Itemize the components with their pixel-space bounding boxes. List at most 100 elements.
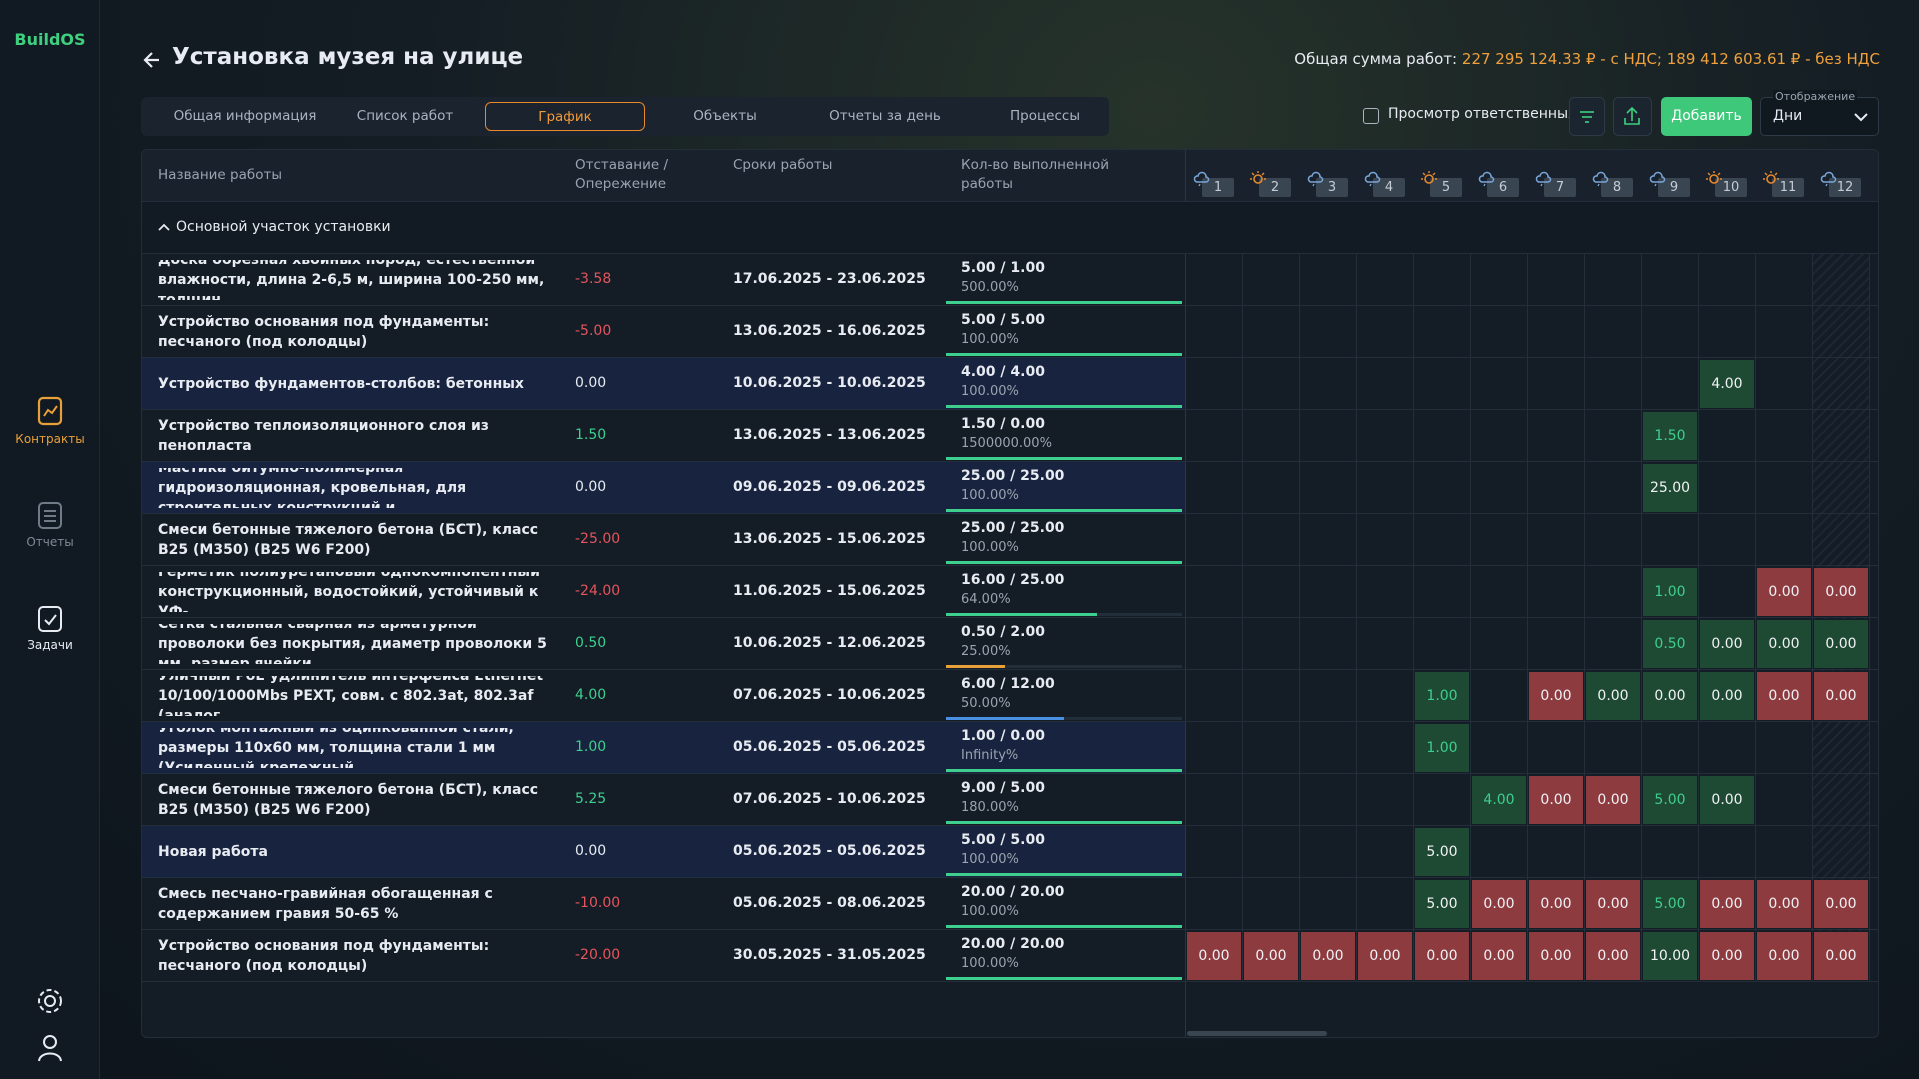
gantt-cell[interactable]: 0.00 — [1699, 619, 1755, 669]
gantt-cell[interactable]: 0.00 — [1528, 879, 1584, 929]
day-label: 2 — [1259, 178, 1291, 197]
gantt-cell[interactable]: 0.00 — [1756, 619, 1812, 669]
checkbox-label[interactable]: Просмотр ответственных — [1388, 106, 1577, 122]
work-name[interactable]: Устройство фундаментов-столбов: бетонных — [158, 376, 524, 392]
gantt-cell[interactable]: 0.00 — [1585, 671, 1641, 721]
deviation: 1.50 — [575, 427, 607, 443]
progress-bar — [946, 873, 1182, 876]
work-name[interactable]: Сетка стальная сварная из арматурной про… — [158, 624, 547, 664]
gantt-cell[interactable]: 10.00 — [1642, 931, 1698, 981]
weather-icon — [1421, 171, 1437, 184]
profile-icon[interactable] — [35, 1033, 65, 1063]
gantt-cell[interactable]: 5.00 — [1414, 879, 1470, 929]
gantt-cell[interactable]: 0.00 — [1699, 931, 1755, 981]
progress-bar — [946, 457, 1182, 460]
gantt-cell[interactable]: 0.00 — [1699, 775, 1755, 825]
nav-item[interactable]: Задачи — [27, 638, 73, 652]
work-name[interactable]: Смесь песчано-гравийная обогащенная с со… — [158, 886, 493, 922]
gantt-cell[interactable]: 1.00 — [1414, 671, 1470, 721]
gantt-cell[interactable]: 0.00 — [1756, 931, 1812, 981]
gantt-cell[interactable]: 0.00 — [1813, 567, 1869, 617]
gantt-cell[interactable]: 0.00 — [1585, 931, 1641, 981]
gantt-cell[interactable]: 0.00 — [1756, 879, 1812, 929]
gantt-cell[interactable]: 0.00 — [1528, 775, 1584, 825]
tab[interactable]: Объекты — [693, 108, 757, 124]
gantt-cell[interactable]: 4.00 — [1471, 775, 1527, 825]
tab[interactable]: Общая информация — [173, 108, 317, 124]
gantt-cell[interactable]: 0.00 — [1642, 671, 1698, 721]
gantt-cell[interactable]: 0.00 — [1813, 619, 1869, 669]
column-header: Сроки работы — [733, 157, 833, 173]
add-button[interactable]: Добавить — [1661, 97, 1752, 136]
percent: 500.00% — [961, 280, 1019, 295]
gantt-cell[interactable]: 1.50 — [1642, 411, 1698, 461]
gantt-cell[interactable]: 0.00 — [1414, 931, 1470, 981]
gantt-cell[interactable]: 4.00 — [1699, 359, 1755, 409]
row-bg — [142, 254, 1185, 306]
progress-bar — [946, 717, 1064, 720]
work-name[interactable]: Доска обрезная хвойных пород, естественн… — [158, 260, 545, 300]
gantt-cell[interactable]: 0.00 — [1186, 931, 1242, 981]
gantt-cell[interactable]: 0.50 — [1642, 619, 1698, 669]
work-name[interactable]: Мастика битумно-полимерная гидроизоляцио… — [158, 468, 467, 508]
gantt-cell[interactable]: 1.00 — [1414, 723, 1470, 773]
deviation: -10.00 — [575, 895, 621, 911]
deviation: 1.00 — [575, 739, 607, 755]
gantt-cell[interactable]: 0.00 — [1813, 931, 1869, 981]
dates: 30.05.2025 - 31.05.2025 — [733, 947, 926, 963]
weather-icon — [1250, 171, 1266, 184]
nav-item[interactable]: Отчеты — [26, 535, 74, 549]
gantt-cell[interactable]: 0.00 — [1243, 931, 1299, 981]
gantt-cell[interactable]: 0.00 — [1528, 671, 1584, 721]
work-name[interactable]: Уличный PoE удлинитель интерфейса Ethern… — [158, 676, 544, 716]
gantt-cell[interactable]: 0.00 — [1471, 879, 1527, 929]
gantt-cell[interactable]: 0.00 — [1699, 671, 1755, 721]
gantt-cell[interactable]: 5.00 — [1414, 827, 1470, 877]
work-name[interactable]: Герметик полиуретановый однокомпонентный… — [158, 572, 540, 612]
back-arrow[interactable] — [142, 50, 162, 70]
progress-bar — [946, 561, 1182, 564]
work-name[interactable]: Устройство основания под фундаменты: пес… — [158, 938, 490, 974]
collapse-icon[interactable] — [157, 222, 171, 232]
checkbox[interactable] — [1363, 108, 1379, 124]
tab[interactable]: Отчеты за день — [829, 108, 941, 124]
gantt-cell[interactable]: 0.00 — [1756, 567, 1812, 617]
gantt-cell[interactable]: 0.00 — [1813, 671, 1869, 721]
gantt-cell[interactable]: 5.00 — [1642, 775, 1698, 825]
gantt-cell[interactable]: 0.00 — [1699, 879, 1755, 929]
work-name[interactable]: Смеси бетонные тяжелого бетона (БСТ), кл… — [158, 522, 539, 558]
gantt-cell[interactable]: 0.00 — [1756, 671, 1812, 721]
group-row[interactable]: Основной участок установки — [156, 219, 391, 235]
gantt-cell[interactable]: 0.00 — [1585, 879, 1641, 929]
tab[interactable]: График — [485, 102, 645, 131]
gantt-cell[interactable]: 1.00 — [1642, 567, 1698, 617]
gantt-cell[interactable]: 0.00 — [1357, 931, 1413, 981]
amount: 1.50 / 0.00 — [961, 416, 1045, 432]
gantt-cell[interactable]: 0.00 — [1813, 879, 1869, 929]
total-label: Общая сумма работ: — [1294, 50, 1458, 68]
gantt-cell[interactable]: 25.00 — [1642, 463, 1698, 513]
dates: 13.06.2025 - 15.06.2025 — [733, 531, 926, 547]
gantt-cell[interactable]: 5.00 — [1642, 879, 1698, 929]
day-label: 7 — [1544, 178, 1576, 197]
filter-button[interactable] — [1569, 97, 1605, 136]
work-name[interactable]: Устройство основания под фундаменты: пес… — [158, 314, 490, 350]
settings-icon[interactable] — [35, 986, 65, 1016]
page-title: Установка музея на улице — [172, 44, 524, 70]
tab[interactable]: Список работ — [356, 108, 454, 124]
work-name[interactable]: Смеси бетонные тяжелого бетона (БСТ), кл… — [158, 782, 539, 818]
work-name[interactable]: Новая работа — [158, 844, 268, 860]
gantt-cell[interactable]: 0.00 — [1585, 775, 1641, 825]
tab[interactable]: Процессы — [1010, 108, 1080, 124]
display-select[interactable]: Отображение Дни — [1760, 90, 1879, 136]
work-name[interactable]: Уголок монтажный из оцинкованной стали, … — [158, 728, 514, 768]
export-button[interactable] — [1613, 97, 1652, 136]
day-grid-line — [1527, 254, 1528, 982]
gantt-cell[interactable]: 0.00 — [1300, 931, 1356, 981]
work-name[interactable]: Устройство теплоизоляционного слоя из пе… — [158, 418, 489, 454]
scrollbar[interactable] — [1187, 1031, 1327, 1036]
nav-item[interactable]: Контракты — [15, 432, 85, 446]
gantt-cell[interactable]: 0.00 — [1471, 931, 1527, 981]
gantt-cell[interactable]: 0.00 — [1528, 931, 1584, 981]
